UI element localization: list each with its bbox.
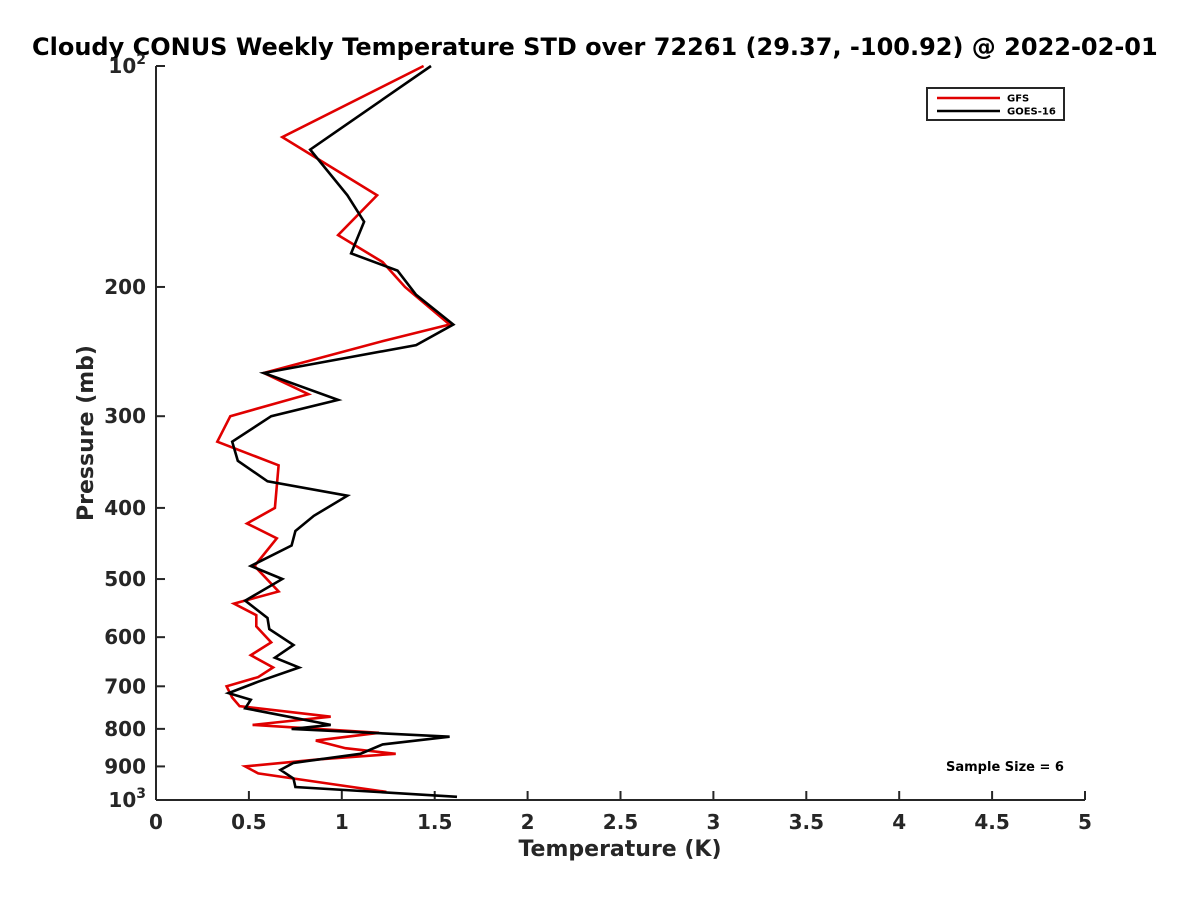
y-tick-base: 10	[108, 54, 136, 78]
x-tick-label: 0.5	[231, 810, 266, 834]
x-tick-label: 3.5	[789, 810, 824, 834]
x-tick-label: 5	[1078, 810, 1092, 834]
x-tick-label: 1.5	[417, 810, 452, 834]
y-tick-label: 103	[108, 786, 146, 812]
x-tick-label: 4	[892, 810, 906, 834]
y-tick-label: 400	[104, 496, 146, 520]
series-line-goes16	[224, 64, 458, 799]
y-tick-base: 10	[108, 788, 136, 812]
x-tick-label: 2	[521, 810, 535, 834]
y-tick-label: 900	[104, 754, 146, 778]
x-tick-label: 1	[335, 810, 349, 834]
y-tick-label: 102	[108, 52, 146, 78]
y-tick-exponent: 3	[136, 786, 146, 802]
y-tick-label: 600	[104, 625, 146, 649]
y-tick-label: 800	[104, 717, 146, 741]
x-tick-label: 4.5	[974, 810, 1009, 834]
chart-title: Cloudy CONUS Weekly Temperature STD over…	[32, 33, 1158, 61]
y-tick-label: 500	[104, 567, 146, 591]
legend-gfs-label: GFS	[1007, 94, 1029, 105]
legend-goes16-label: GOES-16	[1007, 107, 1056, 118]
series-group	[215, 64, 458, 799]
plot-area: 0 0.5 1 1.5 2 2.5 3 3.5 4 4.5 5 102200300400500600…	[104, 52, 1092, 834]
x-tick-label: 3	[706, 810, 720, 834]
legend-box	[926, 87, 1065, 121]
sample-size-annotation: Sample Size = 6	[946, 760, 1064, 775]
y-tick-label: 300	[104, 404, 146, 428]
x-axis-title: Temperature (K)	[518, 837, 721, 862]
x-tick-label: 2.5	[603, 810, 638, 834]
x-ticks: 0 0.5 1 1.5 2 2.5 3 3.5 4 4.5 5	[149, 791, 1092, 834]
x-tick-label: 0	[149, 810, 163, 834]
y-tick-exponent: 2	[136, 52, 146, 68]
legend: GFS GOES-16	[926, 87, 1065, 121]
y-tick-label: 700	[104, 674, 146, 698]
y-tick-label: 200	[104, 275, 146, 299]
y-axis-title: Pressure (mb)	[74, 345, 99, 521]
series-line-gfs	[215, 64, 453, 794]
